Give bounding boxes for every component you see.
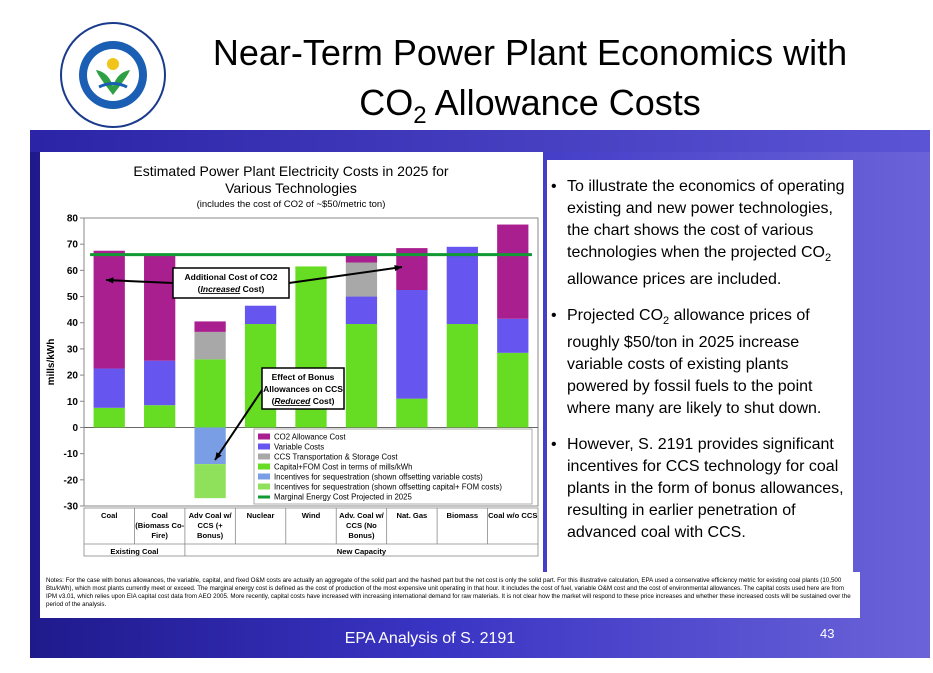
legend-label: Capital+FOM Cost in terms of mills/kWh bbox=[274, 463, 412, 472]
annotation-arrow bbox=[105, 279, 174, 284]
annotation-text: Allowances on CCS bbox=[263, 384, 343, 394]
bar-segment bbox=[497, 318, 529, 353]
legend-label: Incentives for sequestration (shown offs… bbox=[274, 483, 502, 492]
notes-container bbox=[40, 572, 860, 618]
x-category-label: CCS (No bbox=[346, 521, 377, 530]
x-category-label: Adv. Coal w/ bbox=[339, 511, 384, 520]
bar-segment bbox=[345, 296, 378, 325]
x-category-label: Nat. Gas bbox=[396, 511, 427, 520]
category-table bbox=[83, 507, 539, 557]
bar-segment bbox=[194, 331, 226, 360]
legend-label: CO2 Allowance Cost bbox=[274, 433, 346, 442]
bullet-list: To illustrate the economics of operating… bbox=[547, 160, 853, 584]
x-category-label: Coal bbox=[151, 511, 167, 520]
x-category-label: Wind bbox=[302, 511, 321, 520]
x-category-label: Nuclear bbox=[247, 511, 275, 520]
x-category-label: Bonus) bbox=[348, 531, 375, 540]
bar-segment bbox=[446, 246, 478, 325]
x-category-label: Coal bbox=[101, 511, 117, 520]
x-category-label: Biomass bbox=[447, 511, 479, 520]
chart-title: Estimated Power Plant Electricity Costs … bbox=[133, 163, 448, 179]
y-tick-label: 60 bbox=[67, 266, 79, 277]
x-category-label: Adv Coal w/ bbox=[189, 511, 233, 520]
page-number: 43 bbox=[820, 626, 835, 641]
annotation-arrow bbox=[288, 266, 403, 284]
bullet-item: Projected CO2 allowance prices of roughl… bbox=[551, 305, 853, 420]
bar-segment bbox=[396, 290, 428, 399]
x-category-label: Coal w/o CCS bbox=[488, 511, 537, 520]
bar-segment bbox=[144, 255, 176, 361]
bar-segment bbox=[345, 324, 378, 428]
y-tick-label: 0 bbox=[72, 423, 78, 434]
annotation-arrow bbox=[214, 389, 263, 461]
y-tick-label: -30 bbox=[64, 502, 79, 513]
y-tick-label: -20 bbox=[64, 475, 79, 486]
bar-segment bbox=[144, 405, 176, 428]
footnotes: Notes: For the case with bonus allowance… bbox=[46, 577, 851, 608]
annotation-box bbox=[172, 267, 290, 299]
bar-segment bbox=[194, 359, 226, 428]
bar-segment bbox=[396, 398, 428, 428]
epa-logo bbox=[60, 22, 166, 128]
bar-segment bbox=[194, 321, 226, 332]
slide-title: Near-Term Power Plant Economics with CO2… bbox=[212, 32, 848, 130]
panel-top-band bbox=[30, 130, 930, 152]
y-tick-label: -10 bbox=[64, 449, 79, 460]
bullet-item: However, S. 2191 provides significant in… bbox=[551, 434, 853, 544]
y-tick-label: 80 bbox=[67, 214, 79, 225]
x-category-label: CCS (+ bbox=[198, 521, 224, 530]
y-tick-label: 40 bbox=[67, 318, 79, 329]
legend-label: Variable Costs bbox=[274, 443, 324, 452]
bullet-item: To illustrate the economics of operating… bbox=[551, 176, 853, 291]
chart-title: Various Technologies bbox=[225, 180, 357, 196]
annotation-text: Effect of Bonus bbox=[272, 372, 335, 382]
bar-segment bbox=[93, 368, 125, 408]
annotation-text: (Reduced Cost) bbox=[272, 396, 335, 406]
bar-segment bbox=[345, 254, 378, 263]
y-tick-label: 50 bbox=[67, 292, 79, 303]
x-category-label: Fire) bbox=[151, 531, 168, 540]
legend-swatch bbox=[258, 483, 270, 490]
annotation-text: Additional Cost of CO2 bbox=[184, 272, 277, 282]
x-group-label: Existing Coal bbox=[110, 547, 158, 556]
legend-label: Incentives for sequestration (shown offs… bbox=[274, 473, 483, 482]
chart-container: Estimated Power Plant Electricity Costs … bbox=[40, 152, 543, 572]
bar-segment bbox=[144, 360, 176, 406]
annotation-box bbox=[261, 367, 345, 410]
bar-segment bbox=[93, 250, 125, 369]
annotation-arrowhead bbox=[215, 452, 222, 460]
cost-bar-chart: Estimated Power Plant Electricity Costs … bbox=[46, 163, 539, 557]
legend-swatch bbox=[258, 443, 270, 450]
y-axis-label: mills/kWh bbox=[46, 339, 57, 386]
x-group-label: New Capacity bbox=[337, 547, 387, 556]
annotation-arrowhead bbox=[394, 264, 402, 272]
x-category-label: (Biomass Co- bbox=[135, 521, 184, 530]
annotation-arrowhead bbox=[106, 277, 114, 284]
bar-segment bbox=[345, 262, 378, 297]
bar-segment bbox=[194, 427, 226, 465]
legend-label: CCS Transportation & Storage Cost bbox=[274, 453, 398, 462]
legend-swatch bbox=[258, 453, 270, 460]
bar-segment bbox=[497, 352, 529, 428]
y-tick-label: 20 bbox=[67, 371, 79, 382]
x-category-label: Bonus) bbox=[197, 531, 224, 540]
bar-segment bbox=[446, 324, 478, 428]
legend-swatch bbox=[258, 463, 270, 470]
legend-swatch bbox=[258, 473, 270, 480]
bar-segment bbox=[93, 407, 125, 428]
y-tick-label: 30 bbox=[67, 344, 79, 355]
slide-footer: EPA Analysis of S. 2191 bbox=[344, 630, 516, 647]
legend-box bbox=[253, 428, 533, 505]
legend-label: Marginal Energy Cost Projected in 2025 bbox=[274, 493, 412, 502]
y-tick-label: 70 bbox=[67, 240, 79, 251]
bar-segment bbox=[497, 224, 529, 319]
bar-segment bbox=[244, 305, 277, 325]
y-tick-label: 10 bbox=[67, 397, 79, 408]
chart-subtitle: (includes the cost of CO2 of ~$50/metric… bbox=[197, 199, 386, 210]
annotation-text: (Increased Cost) bbox=[198, 284, 265, 294]
legend-swatch bbox=[258, 433, 270, 440]
bar-segment bbox=[194, 464, 226, 499]
